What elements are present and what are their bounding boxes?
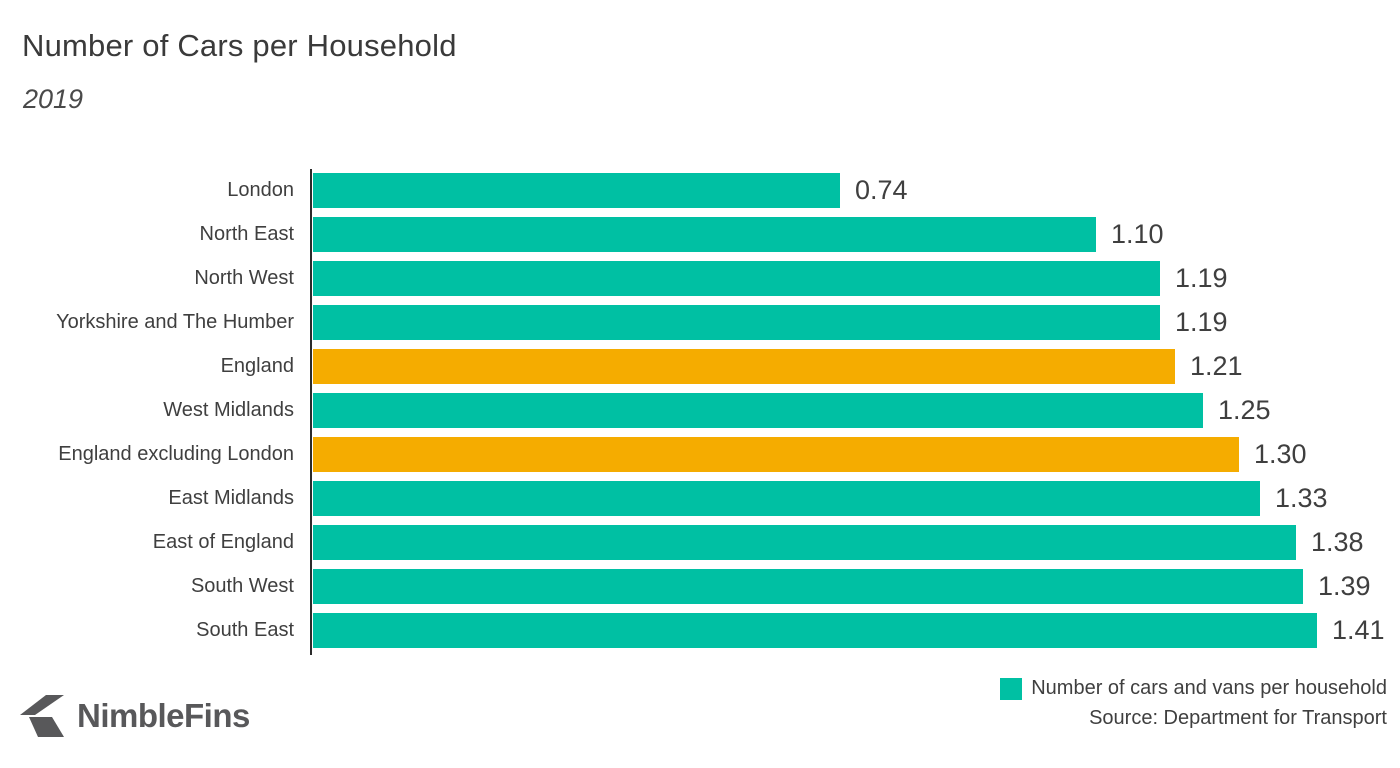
value-label: 1.39 <box>1318 571 1371 601</box>
value-label: 1.19 <box>1175 307 1228 337</box>
value-label: 0.74 <box>855 175 908 205</box>
value-label: 1.38 <box>1311 527 1364 557</box>
value-label: 1.25 <box>1218 395 1271 425</box>
bar-row: West Midlands 1.25 <box>0 393 1385 428</box>
bar-row: East Midlands 1.33 <box>0 481 1385 516</box>
value-label: 1.33 <box>1275 483 1328 513</box>
bar <box>313 569 1303 604</box>
bar-row: North West 1.19 <box>0 261 1385 296</box>
legend-swatch <box>1000 677 1023 700</box>
bar <box>313 173 840 208</box>
brand-name: NimbleFins <box>77 697 250 734</box>
category-label: Yorkshire and The Humber <box>56 311 294 333</box>
bar <box>313 613 1317 648</box>
bar <box>313 525 1296 560</box>
bar-row: South East 1.41 <box>0 613 1385 648</box>
category-label: East Midlands <box>168 487 294 509</box>
bar-highlighted <box>313 349 1175 384</box>
category-label: North East <box>199 223 294 245</box>
source-note: Source: Department for Transport <box>1089 707 1387 729</box>
chart-subtitle: 2019 <box>23 84 84 114</box>
value-label: 1.10 <box>1111 219 1164 249</box>
bar-row: London 0.74 <box>0 173 1385 208</box>
bar-row: South West 1.39 <box>0 569 1385 604</box>
bar <box>313 261 1160 296</box>
category-label: England <box>220 355 294 377</box>
category-label: London <box>227 179 294 201</box>
value-label: 1.21 <box>1190 351 1243 381</box>
bar-row: England excluding London 1.30 <box>0 437 1385 472</box>
category-label: England excluding London <box>58 443 294 465</box>
bar-row: North East 1.10 <box>0 217 1385 252</box>
value-label: 1.30 <box>1254 439 1307 469</box>
bar <box>313 393 1203 428</box>
bar-row: England 1.21 <box>0 349 1385 384</box>
bar <box>313 481 1260 516</box>
category-label: West Midlands <box>163 399 294 421</box>
value-label: 1.19 <box>1175 263 1228 293</box>
value-label: 1.41 <box>1332 615 1385 645</box>
legend-entry: Number of cars and vans per household <box>1000 677 1387 700</box>
legend-label: Number of cars and vans per household <box>1031 677 1387 699</box>
bar-rows: London 0.74 North East 1.10 North West 1.19 Yo… <box>0 173 1385 648</box>
bar-row: Yorkshire and The Humber 1.19 <box>0 305 1385 340</box>
bar <box>313 305 1160 340</box>
category-label: North West <box>194 267 294 289</box>
category-label: South West <box>190 575 294 597</box>
bar <box>313 217 1096 252</box>
bar-chart: London 0.74 North East 1.10 North West 1.19 Yo… <box>0 173 1385 657</box>
bar-row: East of England 1.38 <box>0 525 1385 560</box>
category-label: East of England <box>152 531 294 553</box>
y-axis-line <box>310 169 312 655</box>
category-label: South East <box>196 619 294 641</box>
legend: Number of cars and vans per household So… <box>1000 677 1387 730</box>
nimblefins-fin-icon <box>20 695 64 737</box>
brand-logo: NimbleFins <box>20 695 250 737</box>
chart-title: Number of Cars per Household <box>22 28 457 63</box>
bar-highlighted <box>313 437 1239 472</box>
